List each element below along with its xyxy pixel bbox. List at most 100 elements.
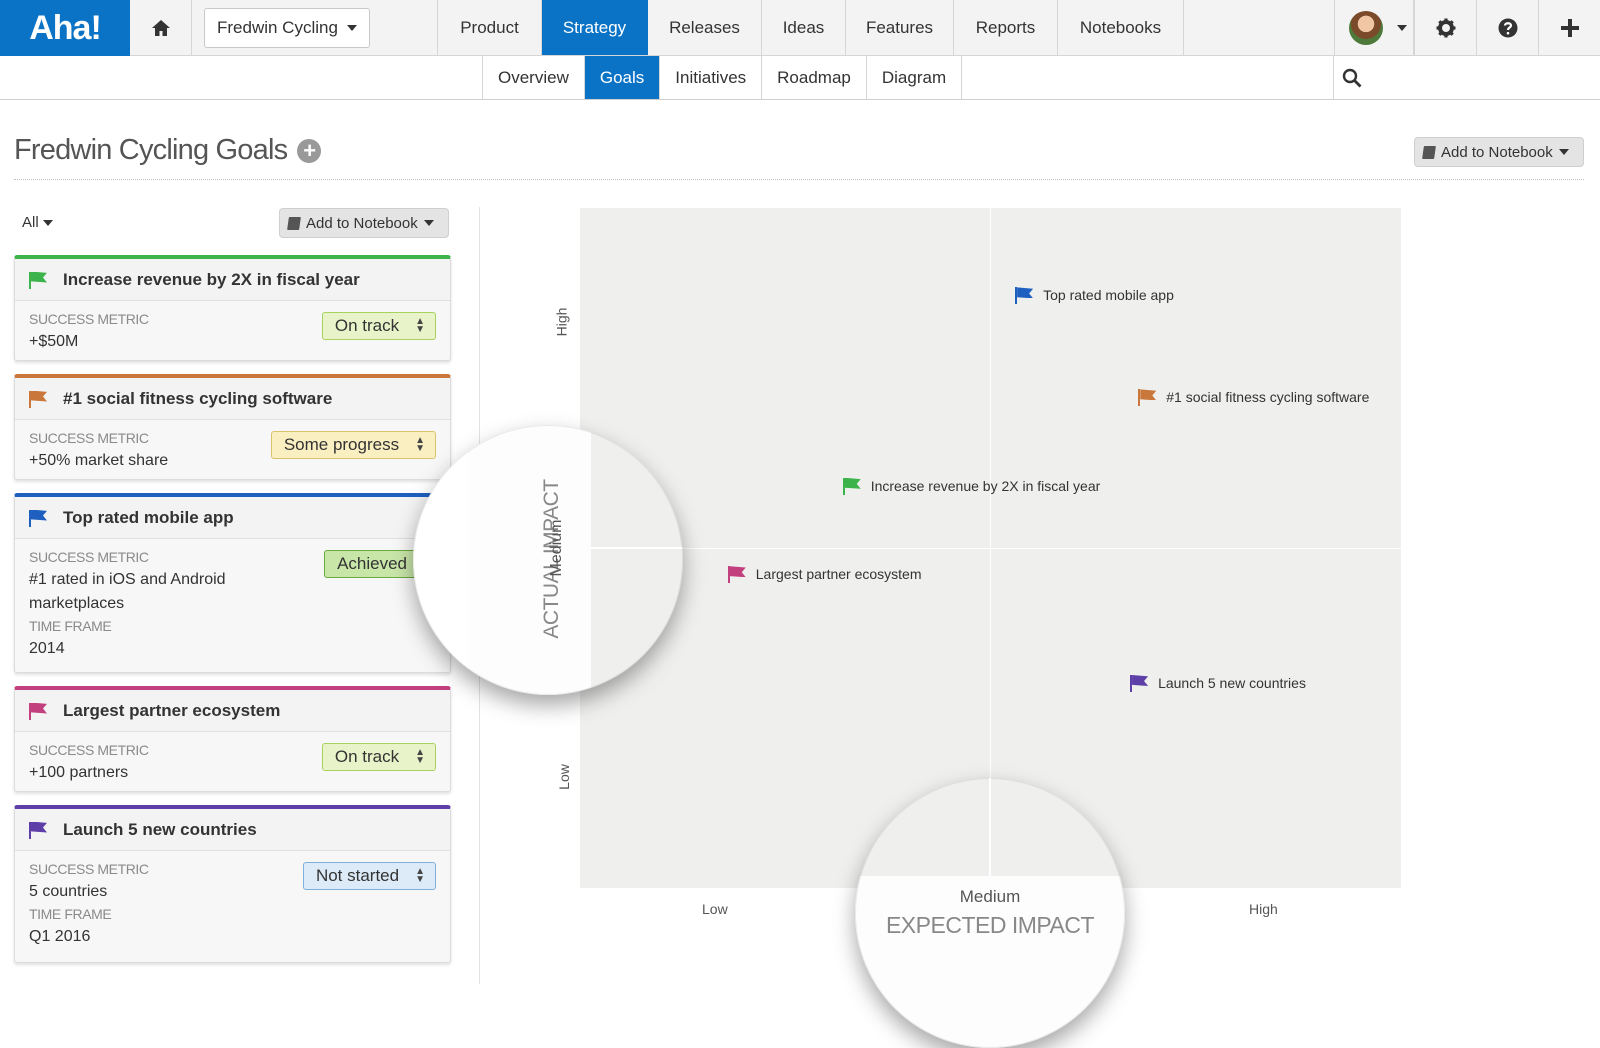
help-icon	[1498, 18, 1517, 37]
status-select[interactable]: On track ▲ ▼	[321, 743, 436, 771]
help-button[interactable]	[1476, 0, 1538, 55]
chart-point[interactable]: Increase revenue by 2X in fiscal year	[842, 477, 1100, 495]
home-icon	[151, 19, 170, 36]
goal-card-body: SUCCESS METRIC +50% market share Some pr…	[15, 420, 450, 483]
user-menu[interactable]	[1334, 0, 1414, 55]
goal-card-header[interactable]: Increase revenue by 2X in fiscal year	[15, 259, 450, 301]
list-add-to-notebook-button[interactable]: Add to Notebook	[279, 208, 449, 238]
flag-icon	[29, 509, 47, 527]
product-selector[interactable]: Fredwin Cycling	[204, 7, 370, 48]
y-tick-label-high: High	[553, 307, 570, 337]
time-frame-label: TIME FRAME	[29, 618, 112, 634]
add-button[interactable]	[1538, 0, 1600, 55]
goal-title: #1 social fitness cycling software	[63, 388, 333, 408]
goal-card[interactable]: Top rated mobile app SUCCESS METRIC #1 r…	[14, 493, 451, 673]
status-select[interactable]: On track ▲ ▼	[321, 312, 436, 340]
success-metric-label: SUCCESS METRIC	[29, 311, 149, 327]
nav-item-notebooks[interactable]: Notebooks	[1058, 0, 1184, 55]
goal-card[interactable]: Launch 5 new countries SUCCESS METRIC 5 …	[14, 805, 451, 963]
goal-card-header[interactable]: Largest partner ecosystem	[15, 690, 450, 732]
product-selector-cell: Fredwin Cycling	[192, 0, 438, 55]
flag-icon	[1015, 287, 1033, 305]
goal-card-header[interactable]: Top rated mobile app	[15, 497, 450, 539]
add-goal-icon[interactable]: +	[297, 138, 322, 163]
flag-icon	[727, 566, 746, 584]
chevron-down-icon	[423, 220, 434, 226]
goal-card-body: SUCCESS METRIC +100 partners On track ▲ ▼	[15, 732, 450, 795]
notebook-icon	[287, 216, 301, 230]
status-select[interactable]: Achieved	[324, 550, 418, 578]
add-to-notebook-button[interactable]: Add to Notebook	[1414, 137, 1584, 167]
chart-point[interactable]: #1 social fitness cycling software	[1138, 389, 1370, 407]
lens-gridline	[989, 778, 991, 876]
select-arrows-icon: ▲ ▼	[415, 747, 425, 766]
goal-title: Largest partner ecosystem	[63, 700, 281, 720]
time-frame-value: 2014	[29, 640, 65, 657]
goal-card[interactable]: Largest partner ecosystem SUCCESS METRIC…	[14, 686, 451, 792]
nav-item-releases[interactable]: Releases	[648, 0, 762, 55]
goal-filter-dropdown[interactable]: All	[22, 214, 53, 231]
settings-button[interactable]	[1414, 0, 1476, 55]
tab-initiatives[interactable]: Initiatives	[660, 56, 763, 99]
nav-item-product[interactable]: Product	[438, 0, 542, 55]
gear-icon	[1436, 18, 1455, 37]
chevron-down-icon	[347, 24, 357, 31]
flag-icon	[29, 271, 47, 289]
goal-card-header[interactable]: Launch 5 new countries	[15, 809, 450, 851]
avatar	[1349, 10, 1383, 45]
select-arrows-icon: ▲ ▼	[415, 435, 425, 454]
chart-point[interactable]: Top rated mobile app	[1015, 287, 1174, 305]
tab-diagram[interactable]: Diagram	[867, 56, 963, 99]
status-select[interactable]: Some progress ▲ ▼	[270, 431, 436, 459]
goal-card[interactable]: Increase revenue by 2X in fiscal year SU…	[14, 255, 451, 361]
chevron-down-icon	[42, 219, 53, 226]
aha-logo[interactable]: Aha!	[0, 0, 130, 56]
nav-item-strategy[interactable]: Strategy	[542, 0, 648, 55]
select-arrows-icon: ▲ ▼	[415, 316, 425, 335]
success-metric-value: +$50M	[29, 333, 79, 350]
flag-icon	[1138, 389, 1156, 407]
success-metric-value: +100 partners	[29, 764, 129, 781]
x-axis-magnifier: Medium EXPECTED IMPACT	[855, 778, 1125, 1048]
chart-point[interactable]: Largest partner ecosystem	[727, 566, 922, 584]
nav-item-ideas[interactable]: Ideas	[762, 0, 846, 55]
goal-card-body: SUCCESS METRIC +$50M On track ▲ ▼	[15, 301, 450, 364]
search-button[interactable]	[1333, 56, 1600, 99]
chart-point-label: #1 social fitness cycling software	[1166, 389, 1370, 406]
title-divider	[14, 179, 1584, 180]
product-selector-label: Fredwin Cycling	[217, 17, 338, 37]
success-metric-label: SUCCESS METRIC	[29, 430, 149, 446]
tab-overview[interactable]: Overview	[483, 56, 585, 99]
goal-card-body: SUCCESS METRIC #1 rated in iOS and Andro…	[15, 539, 450, 671]
nav-right-group	[1334, 0, 1600, 55]
top-navigation: Aha! Fredwin Cycling Product Strategy Re…	[0, 0, 1600, 56]
goal-filter-label: All	[22, 214, 39, 231]
success-metric-value: 5 countries	[29, 883, 108, 900]
goal-card-header[interactable]: #1 social fitness cycling software	[15, 378, 450, 420]
chevron-down-icon	[1397, 24, 1407, 31]
chart-point-label: Largest partner ecosystem	[755, 566, 922, 583]
success-metric-value: +50% market share	[29, 452, 169, 469]
status-label: Achieved	[337, 554, 407, 573]
flag-icon	[29, 821, 47, 839]
home-button[interactable]	[130, 0, 192, 55]
goal-card[interactable]: #1 social fitness cycling software SUCCE…	[14, 374, 451, 480]
status-select[interactable]: Not started ▲ ▼	[302, 862, 436, 890]
search-icon	[1342, 68, 1362, 87]
status-label: On track	[334, 747, 400, 766]
chart-point[interactable]: Launch 5 new countries	[1130, 675, 1306, 692]
nav-item-features[interactable]: Features	[846, 0, 954, 55]
success-metric-value: #1 rated in iOS and Android marketplaces	[29, 571, 226, 612]
tab-goals[interactable]: Goals	[584, 56, 661, 99]
goal-title: Launch 5 new countries	[63, 819, 257, 839]
goal-title: Increase revenue by 2X in fiscal year	[63, 269, 360, 289]
status-label: On track	[334, 316, 400, 335]
success-metric-label: SUCCESS METRIC	[29, 549, 149, 565]
tab-roadmap[interactable]: Roadmap	[762, 56, 867, 99]
time-frame-value: Q1 2016	[29, 928, 91, 945]
y-axis-magnifier: ACTUAL IMPACT Medium	[413, 425, 683, 695]
nav-item-reports[interactable]: Reports	[954, 0, 1058, 55]
y-tick-label-low: Low	[555, 764, 572, 790]
goal-card-body: SUCCESS METRIC 5 countries TIME FRAME Q1…	[15, 851, 450, 959]
flag-icon	[1130, 675, 1148, 692]
